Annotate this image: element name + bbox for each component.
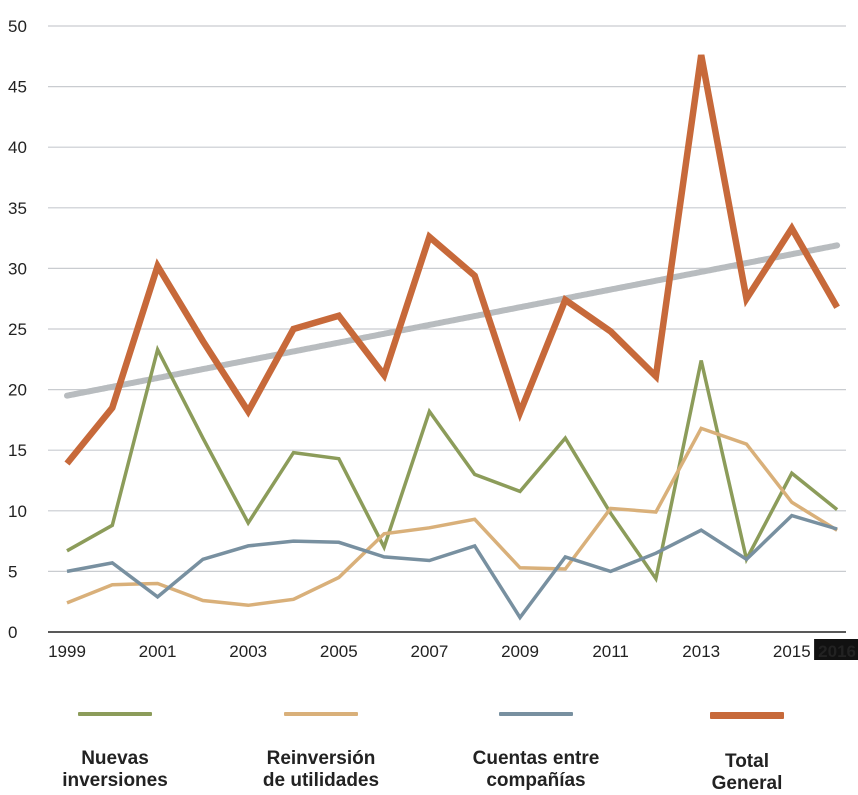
x-tick-label-2005: 2005 bbox=[320, 642, 358, 660]
legend-item-nuevas: Nuevas inversiones bbox=[15, 700, 215, 792]
y-tick-label-20: 20 bbox=[8, 381, 27, 400]
y-axis-ticks: 0 5 10 15 20 25 30 35 40 45 50 bbox=[8, 17, 27, 642]
y-tick-label-10: 10 bbox=[8, 502, 27, 521]
legend-swatch-total bbox=[710, 712, 784, 719]
y-tick-label-0: 0 bbox=[8, 623, 17, 642]
legend-label-nuevas: Nuevas inversiones bbox=[62, 748, 168, 791]
y-tick-label-45: 45 bbox=[8, 78, 27, 97]
series-layer bbox=[64, 54, 840, 621]
y-tick-label-25: 25 bbox=[8, 320, 27, 339]
series-line-reinversi-n-de-utilidades bbox=[66, 426, 839, 608]
y-tick-label-35: 35 bbox=[8, 199, 27, 218]
x-tick-highlight-2016 bbox=[814, 639, 858, 660]
legend-item-total: Total General bbox=[647, 700, 847, 795]
x-tick-label-2015: 2015 bbox=[773, 642, 811, 660]
x-tick-label-2013: 2013 bbox=[682, 642, 720, 660]
x-tick-label-2001: 2001 bbox=[139, 642, 177, 660]
legend-item-reinversion: Reinversión de utilidades bbox=[221, 700, 421, 792]
series-line-nuevas-inversiones bbox=[66, 344, 839, 584]
legend-item-cuentas: Cuentas entre compañías bbox=[436, 700, 636, 792]
x-tick-label-2003: 2003 bbox=[229, 642, 267, 660]
legend-swatch-nuevas bbox=[78, 712, 152, 716]
series-line-total-general bbox=[64, 54, 840, 466]
x-tick-label-2009: 2009 bbox=[501, 642, 539, 660]
x-tick-label-2011: 2011 bbox=[592, 642, 629, 660]
legend-label-cuentas: Cuentas entre compañías bbox=[472, 748, 600, 791]
x-axis-ticks: 1999 2001 2003 2005 2007 2009 2011 2013 2015 2016 bbox=[48, 639, 858, 660]
x-tick-label-2016: 2016 bbox=[818, 642, 856, 660]
x-tick-label-2007: 2007 bbox=[410, 642, 448, 660]
legend-swatch-cuentas bbox=[499, 712, 573, 716]
legend-label-total: Total General bbox=[711, 751, 783, 794]
legend-swatch-reinversion bbox=[284, 712, 358, 716]
legend-label-reinversion: Reinversión de utilidades bbox=[262, 748, 380, 791]
y-tick-label-40: 40 bbox=[8, 138, 27, 157]
trendline bbox=[64, 242, 841, 399]
line-chart: 0 5 10 15 20 25 30 35 40 45 50 1999 2001 2003 2005 200… bbox=[8, 17, 858, 660]
legend: Nuevas inversiones Reinversión de utilidad… bbox=[0, 700, 858, 794]
y-tick-label-30: 30 bbox=[8, 259, 27, 278]
gridlines bbox=[48, 25, 846, 633]
y-tick-label-50: 50 bbox=[8, 17, 27, 36]
y-tick-label-5: 5 bbox=[8, 562, 17, 581]
x-tick-label-1999: 1999 bbox=[48, 642, 86, 660]
trendline-layer bbox=[64, 242, 841, 399]
series-line-cuentas-entre-compa-as bbox=[66, 513, 838, 621]
y-tick-label-15: 15 bbox=[8, 441, 27, 460]
